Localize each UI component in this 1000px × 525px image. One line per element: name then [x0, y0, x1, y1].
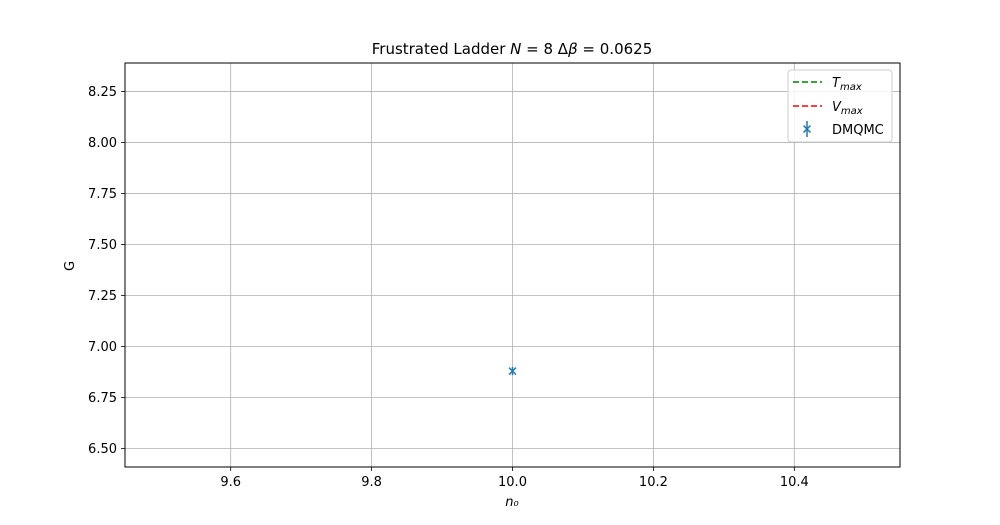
x-tick-label: 10.4 — [780, 475, 809, 490]
y-tick-label: 8.00 — [88, 136, 117, 151]
chart-title-segment: = 8 Δ — [521, 40, 568, 58]
y-tick-label: 7.50 — [88, 238, 117, 253]
legend-label-main: V — [832, 100, 842, 115]
x-axis-label-text: n₀ — [505, 495, 519, 510]
chart-title-segment: = 0.0625 — [578, 40, 653, 58]
y-tick-label: 8.25 — [88, 85, 117, 100]
x-axis-label: n₀ — [505, 495, 519, 510]
y-tick-label: 7.00 — [88, 340, 117, 355]
legend-dmqmc-label: DMQMC — [832, 123, 884, 138]
x-tick-label: 9.6 — [220, 475, 241, 490]
ticks: 9.6 9.8 10.0 10.2 10.4 6.50 6.75 7.00 7.25 7.50 7.… — [88, 85, 809, 490]
y-tick-label: 6.75 — [88, 391, 117, 406]
legend: Tmax Vmax DMQMC — [787, 69, 893, 143]
y-tick-label: 7.25 — [88, 289, 117, 304]
legend-label-subscript: max — [840, 82, 862, 93]
grid-lines — [125, 63, 900, 467]
y-axis-label: G — [63, 261, 78, 271]
data-layer — [508, 367, 517, 376]
chart-title-segment: N — [510, 40, 521, 58]
legend-label-subscript: max — [841, 106, 863, 117]
y-tick-label: 6.50 — [88, 442, 117, 457]
chart-title: Frustrated Ladder N = 8 Δβ = 0.0625 — [372, 40, 653, 58]
chart-title-segment: β — [567, 40, 578, 58]
legend-vmax-label: Vmax — [832, 100, 863, 117]
chart-title-segment: Frustrated Ladder — [372, 40, 510, 58]
legend-label-main: T — [832, 76, 841, 91]
legend-box — [787, 69, 893, 143]
legend-dmqmc-marker-icon — [802, 121, 812, 137]
data-point-dmqmc — [508, 367, 517, 376]
x-tick-label: 10.2 — [639, 475, 668, 490]
x-marker-stroke — [508, 367, 517, 376]
x-tick-label: 9.8 — [361, 475, 382, 490]
x-tick-label: 10.0 — [498, 475, 527, 490]
legend-tmax-label: Tmax — [832, 76, 862, 93]
y-tick-label: 7.75 — [88, 187, 117, 202]
